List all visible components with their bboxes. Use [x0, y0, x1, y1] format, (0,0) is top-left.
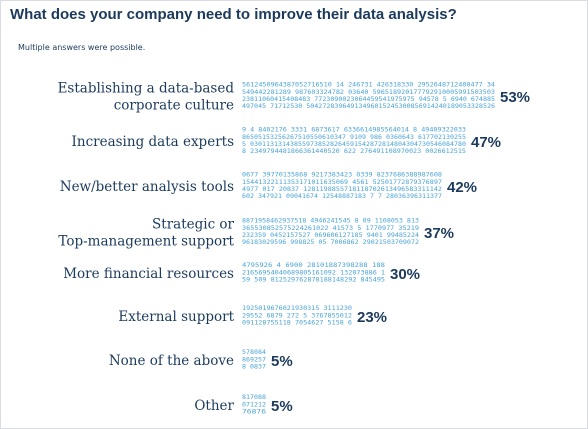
value-label: 5%: [271, 353, 293, 370]
bar-digits-row: 5 03011313143855973852826459154287281480…: [242, 140, 466, 148]
bar-digits-row: 549442281289 987603324782 03640 59651892…: [242, 88, 495, 96]
bar-digits-row: 497045 71712530 504272839649134960152453…: [242, 102, 495, 110]
bar-digits-row: 578084: [242, 348, 266, 356]
bar-digits-row: 4977 017 20837 1281198855718118702613496…: [242, 185, 442, 193]
bar-digits-row: 0677 39770135868 9217383423 0339 8237686…: [242, 171, 442, 179]
bar-digits-row: 59 509 812529762878188148292 845495: [242, 276, 385, 284]
bar-digits-row: 29552 6879 272 5 3767855012: [242, 311, 352, 319]
value-label: 42%: [447, 179, 477, 196]
bar-digits-row: 86505153256267510550610347 9109 986 0360…: [242, 133, 466, 141]
category-label: Other: [194, 398, 234, 414]
bar-digits-row: 1925019676021930315 3111230: [242, 304, 352, 312]
bar-digits-row: 21656954040689805161092 132073886 1: [242, 268, 385, 276]
bar-digits-row: 091128755118 7054627 5158 6: [242, 319, 352, 327]
value-label: 37%: [424, 225, 454, 242]
category-label: New/better analysis tools: [60, 179, 234, 195]
bar: 8871958462937518 4946241545 8 09 1108053…: [242, 217, 419, 247]
bar-digits-row: 8 2349794481866361440520 622 27649110897…: [242, 147, 466, 155]
bar-digits-row: 817088: [242, 393, 266, 401]
bar-digits-row: 96183029596 998825 05 7006862 2902150370…: [242, 238, 419, 246]
chart-title: What does your company need to improve t…: [10, 6, 457, 23]
value-label: 30%: [390, 266, 420, 283]
bar-digits-row: 232359 0452157527 069606127185 9401 9948…: [242, 231, 419, 239]
value-label: 53%: [500, 89, 530, 106]
bar-digits-row: 071212: [242, 400, 266, 408]
category-label: Increasing data experts: [72, 134, 235, 150]
value-label: 5%: [271, 398, 293, 415]
value-label: 23%: [357, 309, 387, 326]
category-label: Establishing a data-based corporate cultu…: [58, 81, 235, 114]
category-label: External support: [118, 309, 234, 325]
bar-digits-row: 8871958462937518 4946241545 8 09 1108053…: [242, 217, 419, 225]
bar: 9 4 8402176 3331 6873617 633661498556401…: [242, 126, 466, 156]
bar-digits-row: 8 0837: [242, 363, 266, 371]
bar-digits-row: 9 4 8402176 3331 6873617 633661498556401…: [242, 126, 466, 134]
chart-subtitle: Multiple answers were possible.: [18, 43, 146, 52]
category-label: None of the above: [109, 353, 234, 369]
bar-digits-row: 869257: [242, 355, 266, 363]
category-label: Strategic or Top-management support: [58, 217, 234, 250]
bar-digits-row: 602 347921 09041674 12548887183 7 7 2803…: [242, 192, 442, 200]
bar-digits-row: 365530852575224261022 41573 5 1770977 35…: [242, 224, 419, 232]
bar-digits-row: 4795926 4 6900 28101887398288 188: [242, 261, 385, 269]
bar-digits-row: 23811060415408483 7723090023064459541975…: [242, 95, 495, 103]
bar: 0677 39770135868 9217383423 0339 8237686…: [242, 171, 442, 201]
category-label: More financial resources: [63, 266, 234, 282]
bar: 5612450964387052716510 14 246731 4263183…: [242, 81, 495, 111]
bar-digits-row: 5612450964387052716510 14 246731 4263183…: [242, 81, 495, 89]
bar-digits-row: 76876: [242, 408, 266, 416]
value-label: 47%: [471, 134, 501, 151]
bar: 4795926 4 6900 28101887398288 1882165695…: [242, 261, 385, 283]
bar-digits-row: 15441322111353171011635069 4561 52501772…: [242, 178, 442, 186]
